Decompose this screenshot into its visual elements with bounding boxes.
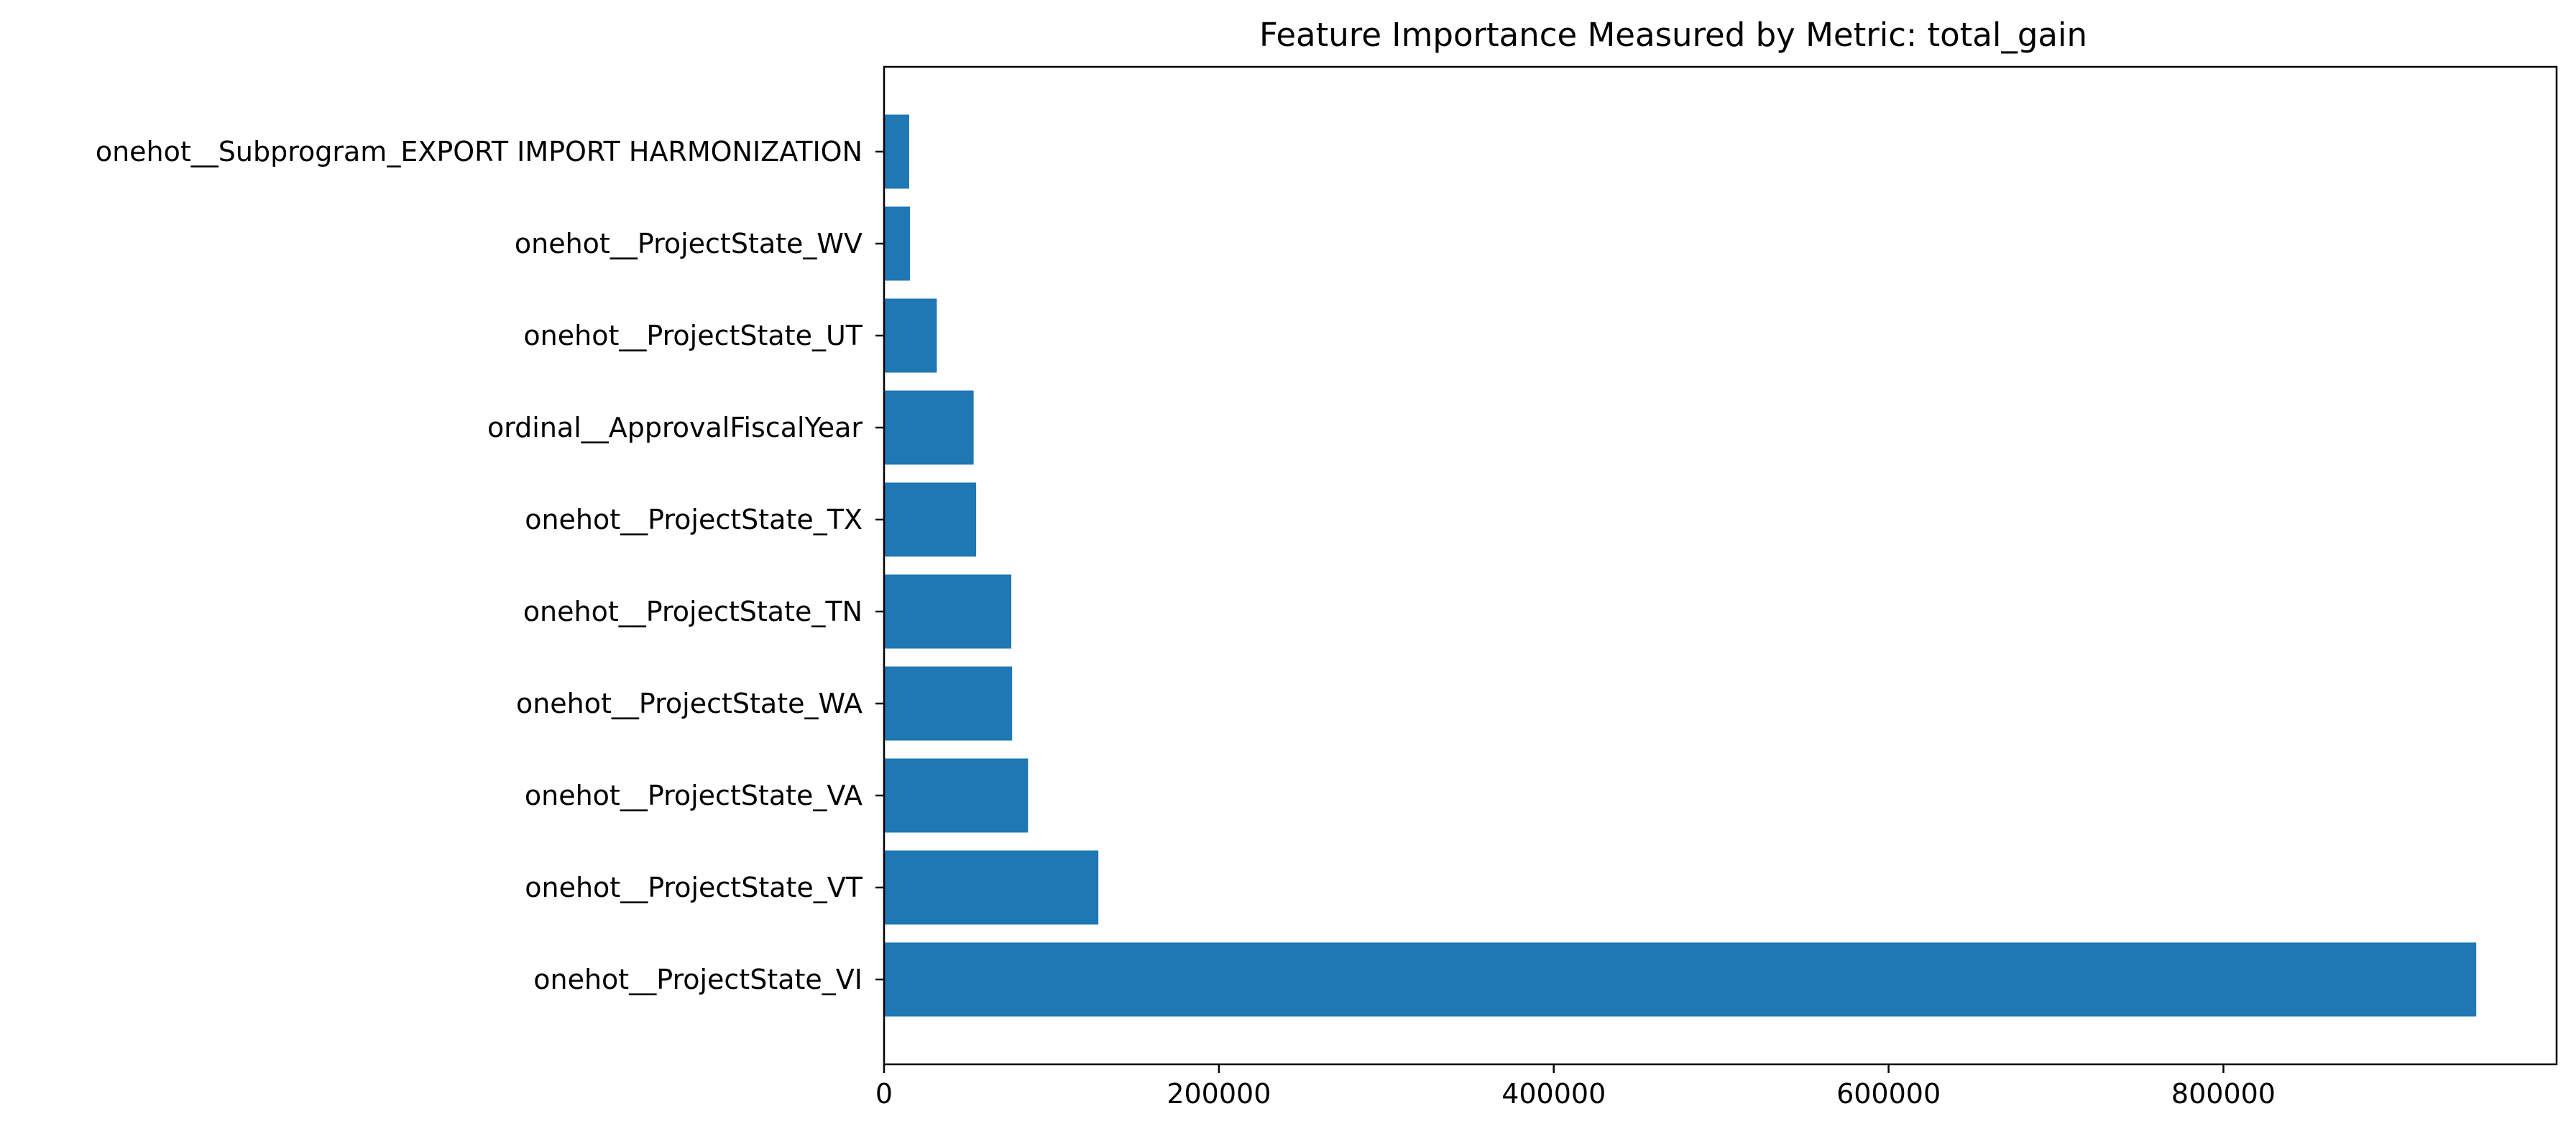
bar-onehot-projectstate-wv <box>884 206 911 281</box>
bar-ordinal-approvalfiscalyear <box>884 390 974 465</box>
bar-onehot-projectstate-va <box>884 758 1029 833</box>
x-tick-label: 0 <box>875 1078 893 1110</box>
bar-onehot-projectstate-tn <box>884 574 1012 649</box>
y-tick-label: ordinal__ApprovalFiscalYear <box>487 412 862 443</box>
y-tick-label: onehot__ProjectState_UT <box>523 320 862 351</box>
y-tick-label: onehot__ProjectState_WV <box>515 228 862 259</box>
x-axis: 0 200000 400000 600000 800000 <box>875 1064 2276 1110</box>
y-tick-label: onehot__ProjectState_VI <box>533 964 862 995</box>
y-tick-label: onehot__ProjectState_WA <box>516 688 862 719</box>
x-tick-label: 600000 <box>1836 1078 1941 1110</box>
bar-onehot-projectstate-vi <box>884 942 2477 1017</box>
y-tick-label: onehot__Subprogram_EXPORT IMPORT HARMONI… <box>96 136 862 167</box>
bars <box>884 114 2477 1017</box>
bar-onehot-projectstate-tx <box>884 482 977 557</box>
y-tick-label: onehot__ProjectState_TX <box>525 504 862 535</box>
bar-onehot-projectstate-ut <box>884 298 937 373</box>
x-tick-label: 200000 <box>1167 1078 1271 1110</box>
bar-onehot-projectstate-wa <box>884 666 1013 741</box>
x-tick-label: 800000 <box>2171 1078 2276 1110</box>
plot-frame <box>883 65 2558 1066</box>
chart-title: Feature Importance Measured by Metric: t… <box>1259 16 2087 54</box>
bar-onehot-projectstate-vt <box>884 850 1099 925</box>
x-tick-label: 400000 <box>1501 1078 1606 1110</box>
bar-onehot-subprogram-export-import-harmonization <box>884 114 909 189</box>
y-tick-label: onehot__ProjectState_VA <box>525 780 862 811</box>
y-tick-label: onehot__ProjectState_TN <box>523 596 862 627</box>
y-tick-label: onehot__ProjectState_VT <box>525 872 863 903</box>
y-axis: onehot__ProjectState_VI onehot__ProjectSt… <box>96 136 884 995</box>
